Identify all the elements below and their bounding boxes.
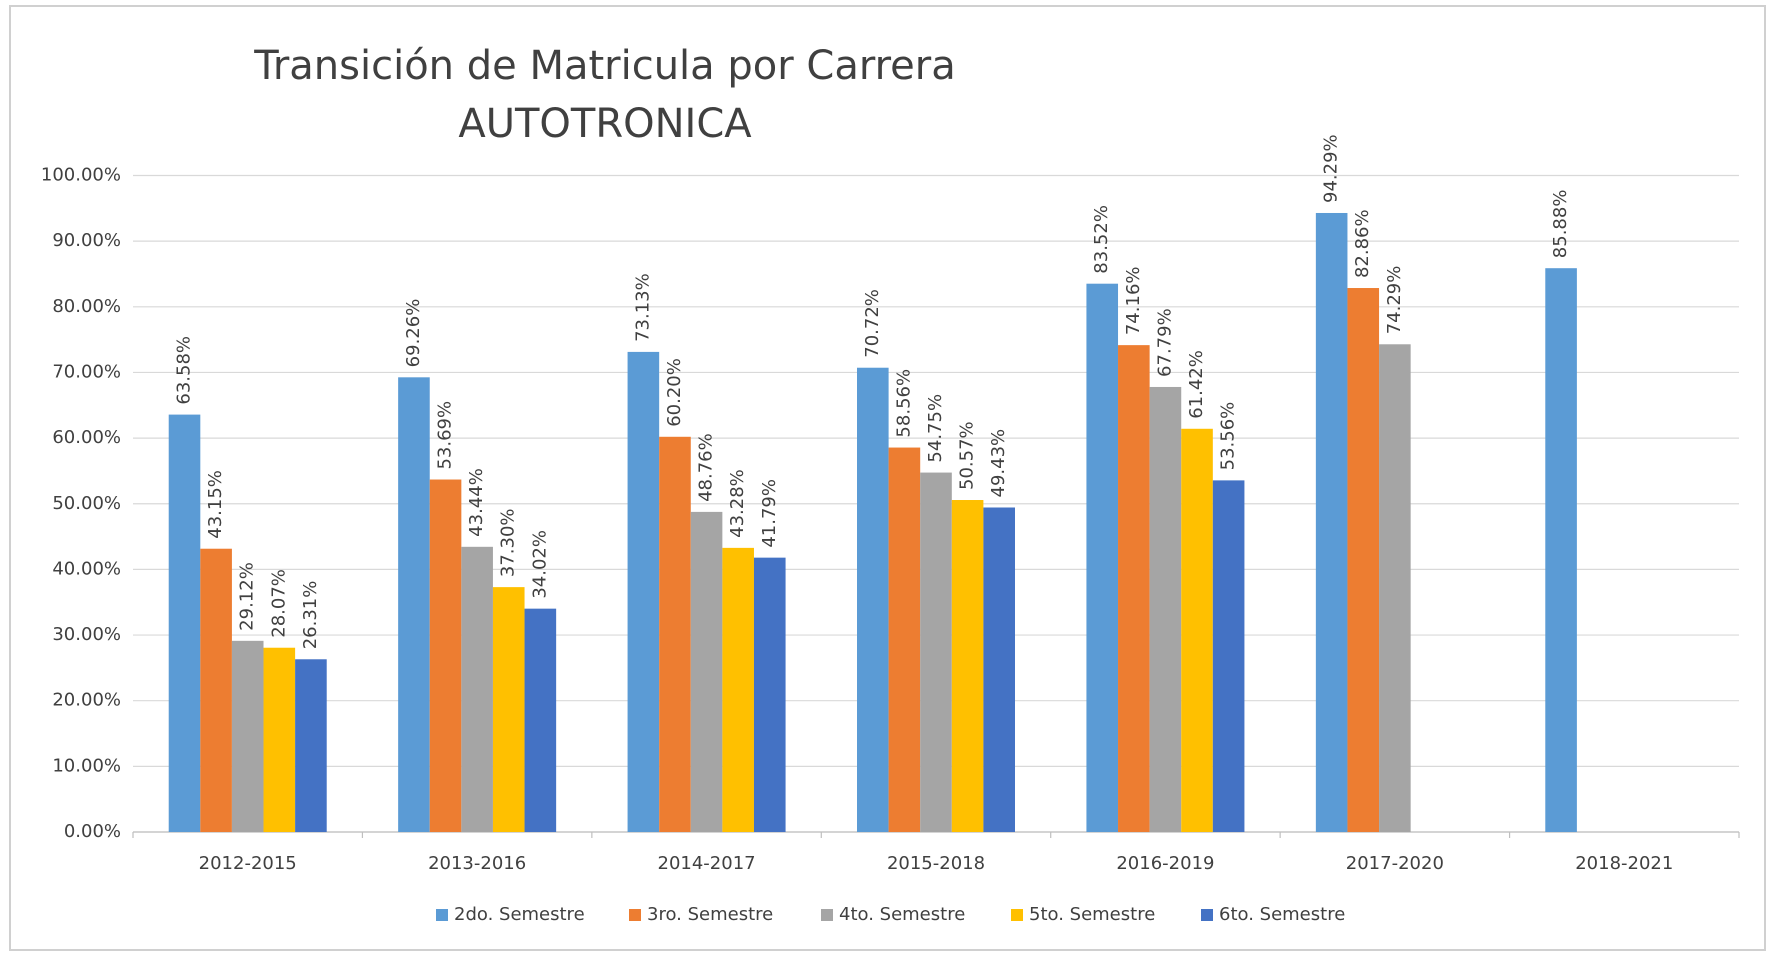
chart-title: Transición de Matricula por Carrera xyxy=(253,43,955,89)
data-label: 53.69% xyxy=(435,401,456,470)
bar xyxy=(722,547,754,832)
bar xyxy=(168,414,201,832)
data-label: 41.79% xyxy=(759,479,780,548)
y-tick-label: 80.00% xyxy=(52,296,121,317)
bar xyxy=(295,659,327,832)
data-label: 34.02% xyxy=(529,530,550,599)
x-tick-label: 2013-2016 xyxy=(428,853,526,874)
bar xyxy=(951,500,984,832)
bar xyxy=(1379,344,1411,832)
data-label: 61.42% xyxy=(1186,350,1207,419)
y-tick-label: 60.00% xyxy=(52,427,121,448)
bar xyxy=(920,472,952,832)
x-tick-label: 2014-2017 xyxy=(658,853,756,874)
y-tick-label: 100.00% xyxy=(41,165,121,186)
data-label: 53.56% xyxy=(1218,402,1239,471)
bar xyxy=(1181,428,1213,832)
legend-swatch xyxy=(1201,909,1213,921)
bar xyxy=(1212,480,1245,832)
data-label: 94.29% xyxy=(1321,134,1342,203)
data-label: 74.16% xyxy=(1123,266,1144,335)
y-tick-label: 0.00% xyxy=(64,821,121,842)
x-tick-label: 2018-2021 xyxy=(1575,853,1673,874)
data-label: 63.58% xyxy=(174,336,195,405)
bar xyxy=(429,479,462,832)
data-label: 28.07% xyxy=(268,569,289,638)
legend-label: 4to. Semestre xyxy=(839,904,965,925)
y-tick-label: 20.00% xyxy=(52,690,121,711)
y-tick-label: 50.00% xyxy=(52,493,121,514)
bar xyxy=(753,557,786,832)
data-label: 69.26% xyxy=(403,299,424,368)
data-label: 70.72% xyxy=(862,289,883,358)
legend-swatch xyxy=(629,909,641,921)
y-tick-label: 30.00% xyxy=(52,624,121,645)
data-label: 29.12% xyxy=(237,562,258,631)
data-label: 83.52% xyxy=(1091,205,1112,274)
data-label: 26.31% xyxy=(300,581,321,650)
data-label: 48.76% xyxy=(696,433,717,502)
legend-label: 6to. Semestre xyxy=(1219,904,1345,925)
x-tick-label: 2017-2020 xyxy=(1346,853,1444,874)
y-tick-label: 10.00% xyxy=(52,755,121,776)
legend-swatch xyxy=(1011,909,1023,921)
data-label: 67.79% xyxy=(1154,308,1175,377)
data-label: 82.86% xyxy=(1352,209,1373,278)
bar xyxy=(524,608,557,832)
data-label: 50.57% xyxy=(957,421,978,490)
data-label: 43.44% xyxy=(466,468,487,537)
bar xyxy=(1545,268,1577,832)
data-label: 43.15% xyxy=(205,470,226,539)
y-tick-label: 40.00% xyxy=(52,558,121,579)
data-label: 60.20% xyxy=(664,358,685,427)
data-label: 37.30% xyxy=(498,508,519,577)
x-tick-label: 2012-2015 xyxy=(199,853,297,874)
bar xyxy=(690,511,723,832)
bar xyxy=(1315,212,1348,832)
bar xyxy=(857,367,889,832)
y-tick-label: 90.00% xyxy=(52,230,121,251)
bar xyxy=(398,377,430,832)
data-label: 49.43% xyxy=(988,429,1009,498)
bar xyxy=(263,647,296,832)
chart-subtitle: AUTOTRONICA xyxy=(458,101,752,147)
x-tick-label: 2015-2018 xyxy=(887,853,985,874)
bar xyxy=(461,546,493,832)
data-label: 85.88% xyxy=(1550,190,1571,259)
bar xyxy=(200,548,232,832)
data-label: 73.13% xyxy=(632,273,653,342)
legend-label: 5to. Semestre xyxy=(1029,904,1155,925)
y-tick-label: 70.00% xyxy=(52,361,121,382)
legend-label: 2do. Semestre xyxy=(454,904,585,925)
bar xyxy=(888,447,921,832)
legend-swatch xyxy=(436,909,448,921)
bar xyxy=(231,640,264,832)
bar xyxy=(1118,345,1150,832)
bar xyxy=(1149,386,1182,832)
bar xyxy=(492,587,525,832)
bar xyxy=(627,351,660,832)
data-label: 58.56% xyxy=(893,369,914,438)
x-tick-label: 2016-2019 xyxy=(1116,853,1214,874)
legend-label: 3ro. Semestre xyxy=(647,904,773,925)
data-label: 74.29% xyxy=(1384,266,1405,335)
bar xyxy=(1086,283,1119,833)
data-label: 54.75% xyxy=(925,394,946,463)
bar xyxy=(659,436,691,832)
bar xyxy=(983,507,1015,832)
data-label: 43.28% xyxy=(727,469,748,538)
legend-swatch xyxy=(821,909,833,921)
bar xyxy=(1347,288,1380,832)
